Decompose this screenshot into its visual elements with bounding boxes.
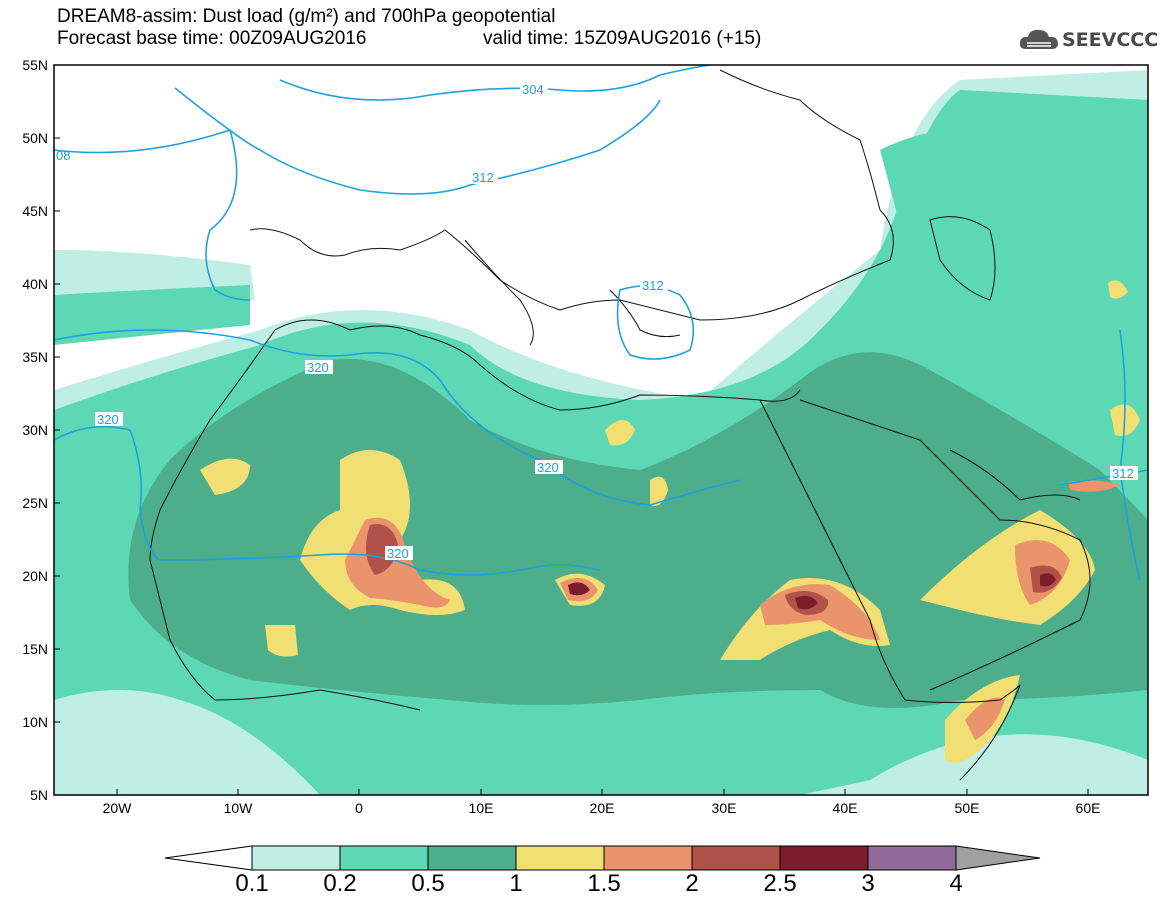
- colorbar-label-2.5: 2.5: [763, 870, 797, 897]
- dust-level-1-mali: [265, 625, 298, 657]
- colorbar-label-4: 4: [949, 870, 963, 897]
- africa-north-coast: [274, 319, 801, 411]
- colorbar-label-1: 1: [509, 870, 523, 897]
- contour-label-312: 312: [472, 170, 494, 185]
- dust-level-2.5-sudan: [795, 595, 818, 610]
- lat-label-15n: 15N: [22, 641, 48, 657]
- coastlines: [149, 69, 1091, 781]
- lon-label-10e: 10E: [468, 800, 494, 816]
- logo-text: SEEVCCC: [1062, 29, 1159, 51]
- contour-312-north: [174, 87, 661, 195]
- lon-label-40e: 40E: [832, 800, 858, 816]
- dust-level-0.5: [128, 352, 1148, 708]
- africa-west-coast: [149, 329, 421, 711]
- dust-level-1-arabia: [920, 510, 1095, 625]
- title-line-1: DREAM8-assim: Dust load (g/m²) and 700hP…: [57, 6, 556, 27]
- contour-320-north: [54, 329, 741, 506]
- colorbar-lower-extension: [164, 845, 253, 871]
- colorbar-bin-1: [515, 845, 605, 871]
- caspian: [929, 216, 996, 301]
- contour-312-west: [54, 128, 251, 301]
- dust-level-1-morocco: [200, 458, 250, 495]
- lat-label-45n: 45N: [22, 203, 48, 219]
- horn-of-africa: [904, 684, 1021, 781]
- title-line-2: Forecast base time: 00Z09AUG2016: [57, 28, 367, 49]
- colorbar-bin-1.5: [603, 845, 693, 871]
- valid-time: valid time: 15Z09AUG2016 (+15): [483, 28, 762, 49]
- lat-label-10n: 10N: [22, 714, 48, 730]
- colorbar-bin-0.2: [339, 845, 429, 871]
- contour-label-320-c: 320: [537, 460, 559, 475]
- dust-level-1-egypt: [650, 476, 668, 506]
- lat-label-55n: 55N: [22, 57, 48, 73]
- europe-coast: [249, 69, 894, 321]
- contour-label-320-d: 320: [387, 546, 409, 561]
- lat-label-40n: 40N: [22, 276, 48, 292]
- dust-level-2.5-chad: [568, 582, 590, 596]
- colorbar-label-0.5: 0.5: [411, 870, 445, 897]
- dust-fields: [54, 70, 1148, 795]
- dust-level-2.5-oman: [1040, 573, 1056, 587]
- italy: [464, 239, 534, 346]
- colorbar-bin-0.5: [427, 845, 517, 871]
- colorbar-bin-0.1: [251, 845, 341, 871]
- colorbar-label-0.1: 0.1: [235, 870, 269, 897]
- contour-label-320-b: 320: [97, 412, 119, 427]
- colorbar-label-3: 3: [861, 870, 875, 897]
- arabia-coast: [799, 399, 1091, 691]
- cloud-icon: [1019, 29, 1058, 49]
- lon-label-0: 0: [355, 800, 363, 816]
- dust-level-1-libya: [605, 420, 635, 446]
- contour-label-312-greece: 312: [642, 278, 664, 293]
- dust-level-2-algeria: [366, 524, 398, 575]
- seevccc-logo: SEEVCCC: [1018, 25, 1158, 55]
- red-sea: [759, 399, 906, 701]
- lon-label-10w: 10W: [223, 800, 253, 816]
- colorbar: [164, 845, 1041, 871]
- dust-level-1.5-somalia: [965, 697, 1005, 740]
- contour-label-320-a: 320: [307, 360, 329, 375]
- dust-level-1.5-coast: [1068, 480, 1120, 492]
- dust-level-0.2-caspian: [880, 130, 1140, 360]
- colorbar-label-1.5: 1.5: [587, 870, 621, 897]
- lat-label-30n: 30N: [22, 422, 48, 438]
- lon-label-60e: 60E: [1075, 800, 1101, 816]
- lat-label-50n: 50N: [22, 130, 48, 146]
- contour-labels: 304 312 312 320 320 320 320 312 08: [56, 82, 1138, 561]
- lat-label-20n: 20N: [22, 568, 48, 584]
- contour-label-312-east: 312: [1112, 466, 1134, 481]
- lon-label-20w: 20W: [102, 800, 132, 816]
- lat-label-5n: 5N: [30, 787, 48, 803]
- contour-label-08: 08: [56, 148, 70, 163]
- colorbar-label-2: 2: [685, 870, 699, 897]
- colorbar-bin-2: [691, 845, 781, 871]
- colorbar-label-0.2: 0.2: [323, 870, 357, 897]
- dust-level-1-kaz: [1108, 280, 1128, 299]
- lon-label-30e: 30E: [711, 800, 737, 816]
- colorbar-upper-extension: [955, 845, 1041, 871]
- contour-312-east: [1059, 469, 1148, 486]
- contour-320-west: [54, 425, 161, 561]
- lon-label-20e: 20E: [589, 800, 615, 816]
- contour-label-304: 304: [522, 82, 544, 97]
- lat-label-25n: 25N: [22, 495, 48, 511]
- contour-320-south: [159, 553, 601, 576]
- greece: [609, 289, 681, 338]
- axis-ticks: [54, 64, 1089, 795]
- dust-level-0.2-west: [54, 285, 250, 345]
- lon-label-50e: 50E: [954, 800, 980, 816]
- persian-gulf: [949, 449, 1081, 501]
- lat-label-35n: 35N: [22, 349, 48, 365]
- colorbar-bin-3: [867, 845, 957, 871]
- colorbar-bin-2.5: [779, 845, 869, 871]
